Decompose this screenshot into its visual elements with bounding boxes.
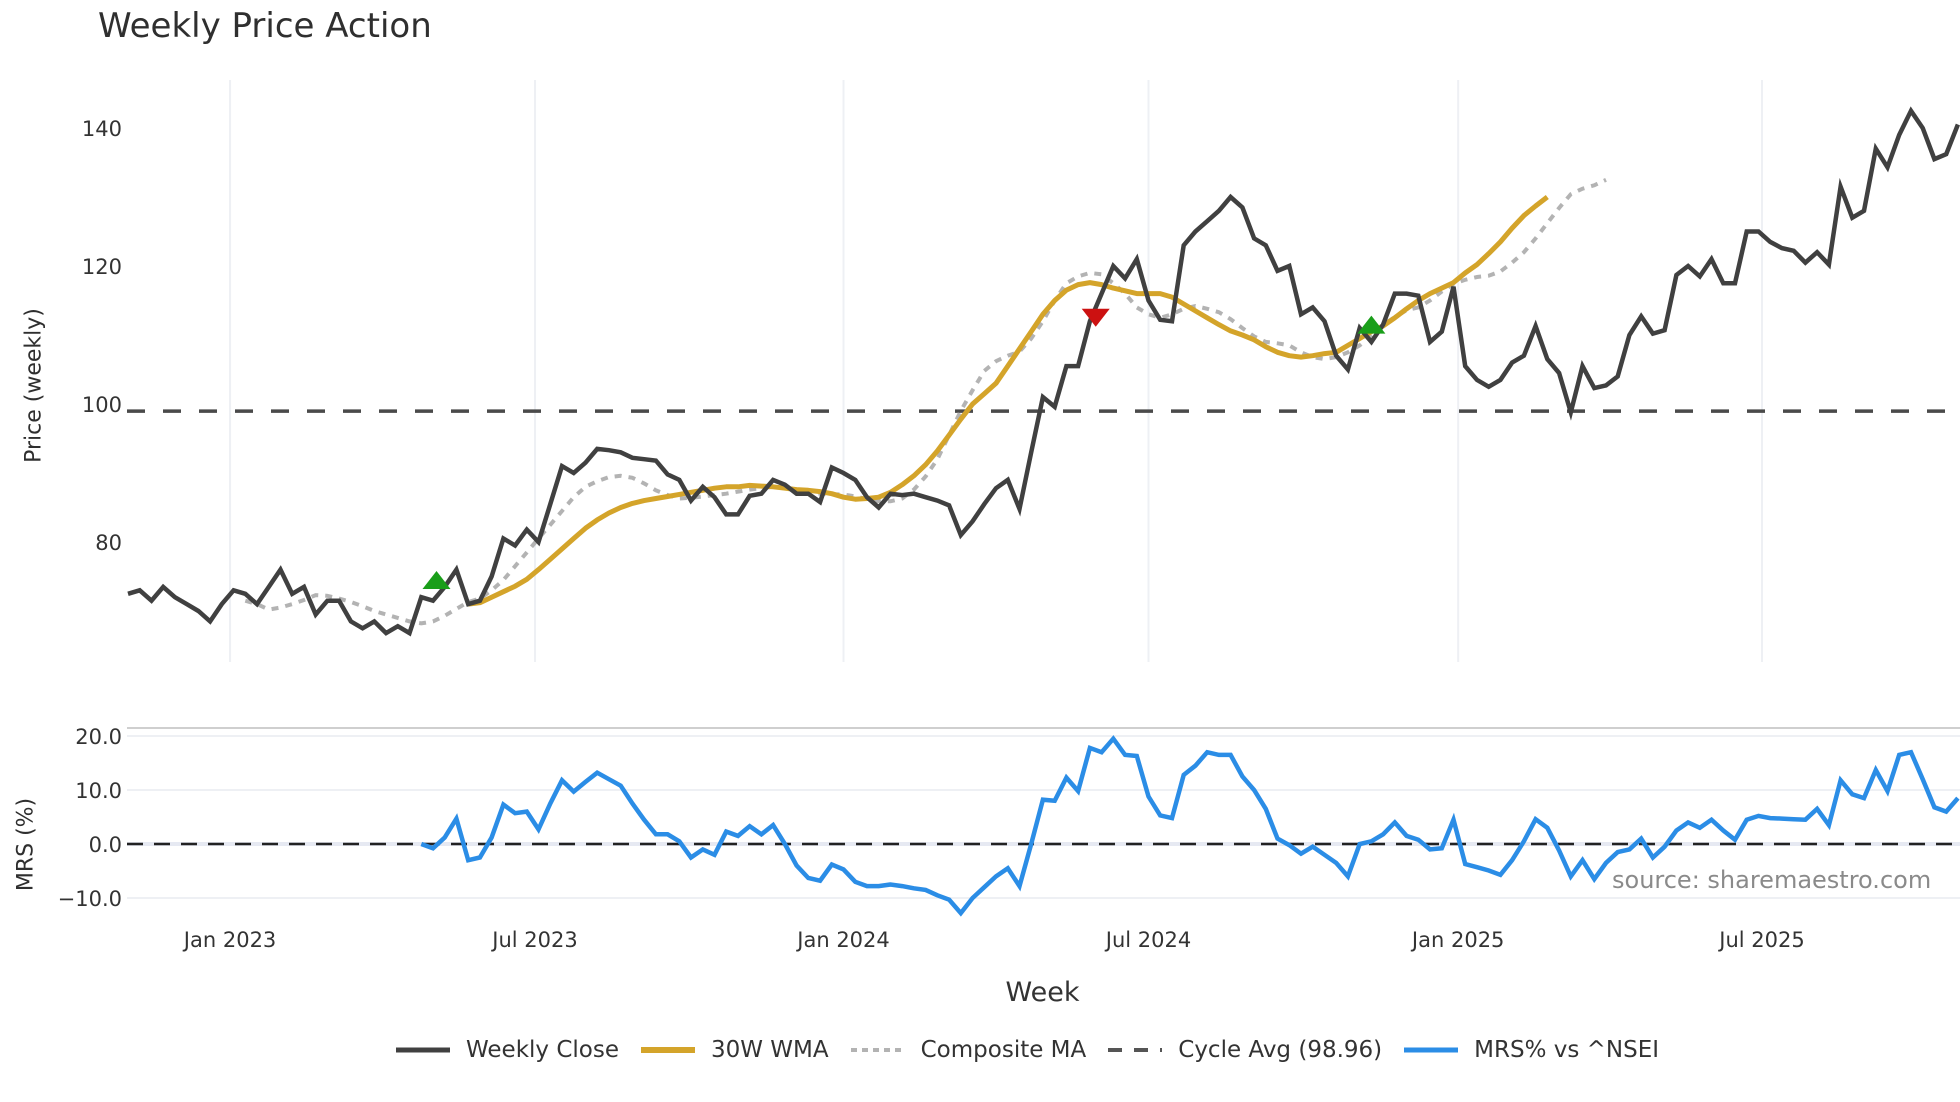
- y-tick-label: 80: [95, 531, 122, 555]
- x-tick-label: Jan 2024: [795, 928, 890, 952]
- price-gridlines: [229, 80, 1763, 662]
- x-tick-label: Jul 2023: [490, 928, 577, 952]
- sell-signal-icon: [1081, 308, 1110, 327]
- legend-item-cycle-avg[interactable]: Cycle Avg (98.96): [1106, 1037, 1382, 1063]
- x-tick-label: Jan 2023: [182, 928, 277, 952]
- y-tick-label: 140: [82, 117, 122, 141]
- line-swatch-icon: [394, 1043, 452, 1057]
- mrs-tick-label: −10.0: [58, 887, 122, 911]
- buy-signal-icon: [422, 570, 451, 589]
- mrs-tick-label: 10.0: [75, 779, 122, 803]
- mrs-plot: [420, 735, 1960, 917]
- mrs-gridlines: [127, 727, 1960, 899]
- legend-label: MRS% vs ^NSEI: [1474, 1037, 1660, 1063]
- legend-label: Cycle Avg (98.96): [1178, 1037, 1383, 1063]
- x-tick-label: Jul 2025: [1717, 928, 1804, 952]
- x-axis-label: Week: [1005, 977, 1080, 1008]
- chart-title: Weekly Price Action: [98, 6, 432, 46]
- legend-item-composite-ma[interactable]: Composite MA: [849, 1037, 1087, 1063]
- price-plot: [127, 106, 1960, 637]
- mrs-tick-label: 0.0: [89, 833, 122, 857]
- mrs-line: [420, 735, 1960, 917]
- x-tick-label: Jan 2025: [1410, 928, 1505, 952]
- legend: Weekly Close 30W WMA Composite MA Cycle …: [394, 1037, 1679, 1063]
- source-watermark: source: sharemaestro.com: [1612, 866, 1932, 894]
- legend-label: Weekly Close: [466, 1037, 619, 1063]
- wma-30w-line: [467, 195, 1549, 607]
- dotted-line-swatch-icon: [849, 1043, 907, 1057]
- mrs-tick-label: 20.0: [75, 725, 122, 749]
- x-tick-label: Jul 2024: [1104, 928, 1191, 952]
- axis-ticks: Jan 2023 Jul 2023 Jan 2024 Jul 2024 Jan 2025…: [58, 117, 1805, 952]
- legend-item-weekly-close[interactable]: Weekly Close: [394, 1037, 619, 1063]
- line-swatch-icon: [1402, 1043, 1460, 1057]
- y-tick-label: 120: [82, 255, 122, 279]
- weekly-close-line: [127, 106, 1960, 637]
- legend-label: Composite MA: [920, 1037, 1087, 1063]
- legend-label: 30W WMA: [710, 1037, 829, 1063]
- buy-signal-icon: [1357, 315, 1386, 334]
- legend-item-mrs[interactable]: MRS% vs ^NSEI: [1402, 1037, 1659, 1063]
- y-tick-label: 100: [82, 393, 122, 417]
- composite-ma-line: [244, 177, 1607, 626]
- legend-item-30w-wma[interactable]: 30W WMA: [639, 1037, 829, 1063]
- dashed-line-swatch-icon: [1106, 1043, 1164, 1057]
- line-swatch-icon: [639, 1043, 697, 1057]
